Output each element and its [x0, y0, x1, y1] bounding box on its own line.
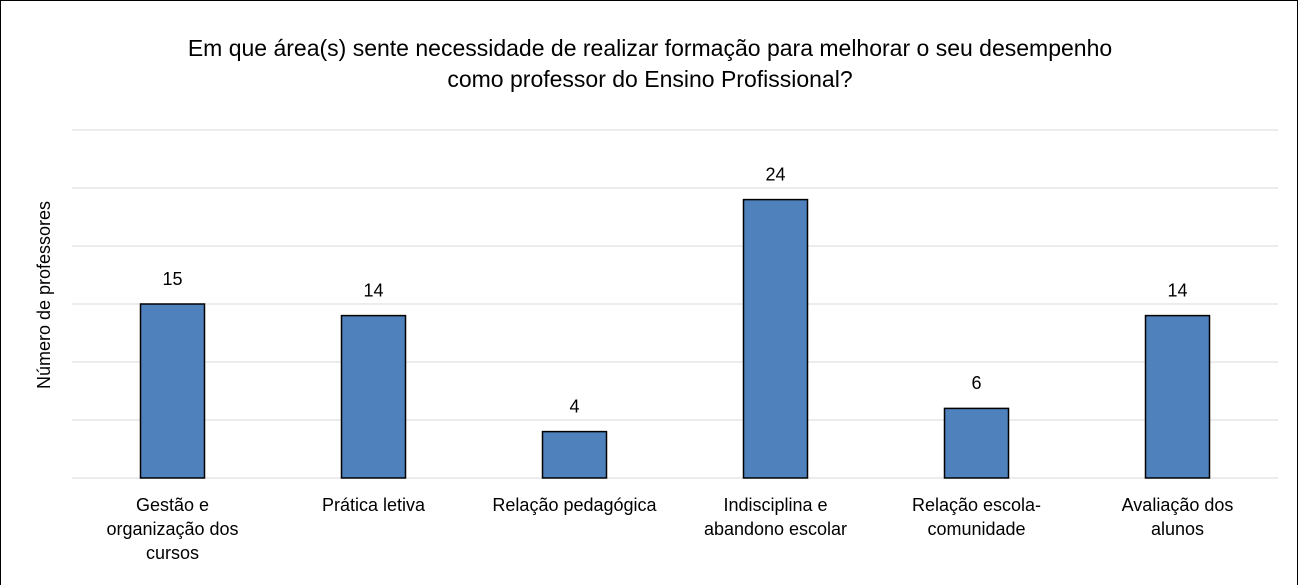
- bar: [1144, 314, 1211, 479]
- x-tick-label: Indisciplina e abandono escolar: [704, 495, 847, 539]
- x-tick-label: Gestão e organização dos cursos: [106, 495, 238, 563]
- bar: [742, 198, 809, 479]
- bar: [943, 407, 1010, 479]
- x-tick-label: Relação pedagógica: [492, 495, 657, 515]
- data-label: 14: [363, 280, 383, 300]
- data-label: 4: [569, 396, 579, 416]
- data-label: 14: [1167, 280, 1187, 300]
- y-axis-label: Número de professores: [34, 201, 54, 389]
- x-tick-label: Avaliação dos alunos: [1122, 495, 1234, 539]
- data-label: 6: [971, 373, 981, 393]
- bar: [541, 430, 608, 479]
- data-label: 24: [765, 164, 785, 184]
- data-label: 15: [162, 269, 182, 289]
- bar: [139, 303, 206, 479]
- bar: [340, 314, 407, 479]
- chart-title: Em que área(s) sente necessidade de real…: [188, 35, 1112, 92]
- x-tick-label: Prática letiva: [322, 495, 426, 515]
- x-tick-label: Relação escola-comunidade: [912, 495, 1041, 539]
